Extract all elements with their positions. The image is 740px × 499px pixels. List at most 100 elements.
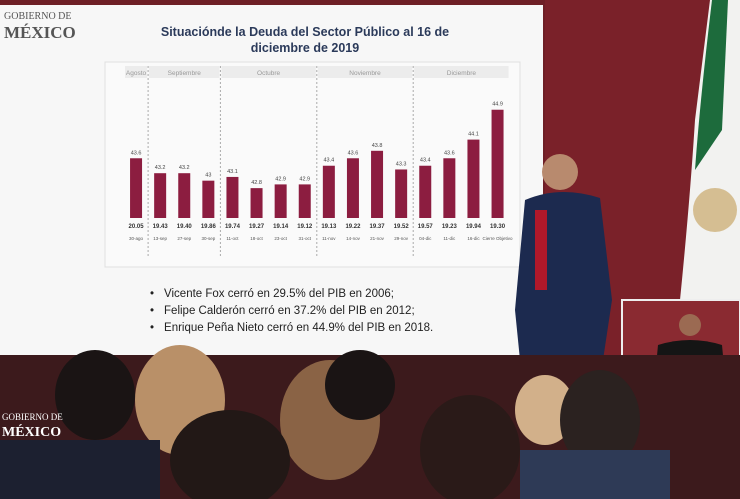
bar-value-label: 43.2 [155,165,166,171]
rate-label: 19.30 [490,224,506,230]
x-tick-label: 11-oct [226,236,239,241]
audience-head [515,375,575,445]
month-header: Octubre [257,70,281,77]
speaker-head [542,154,578,190]
bullet-list: Vicente Fox cerró en 29.5% del PIB en 20… [150,286,433,337]
bar-value-label: 44.1 [468,132,479,138]
rate-label: 19.52 [394,224,410,230]
rate-label: 19.94 [466,224,482,230]
rate-label: 19.13 [321,224,337,230]
month-header-bg [221,66,316,78]
x-tick-label: 14-nov [346,236,361,241]
month-header-bg [125,66,148,78]
footer-logo-bottom: MÉXICO [2,423,61,440]
x-tick-label: 23-oct [274,236,287,241]
bar-value-label: 43.6 [131,150,142,156]
bar-value-label: 43.4 [323,158,334,164]
bar [250,188,263,218]
month-header: Agosto [126,70,147,77]
audience-head [325,350,395,420]
chart-area [104,61,521,268]
month-header: Noviembre [349,70,381,77]
rate-label: 19.22 [345,224,361,230]
bar [371,150,384,218]
rate-label: 19.23 [442,224,458,230]
bar-value-label: 43.1 [227,169,238,175]
month-header-bg [414,66,509,78]
rate-label: 19.27 [249,224,265,230]
bar [491,109,504,218]
audience-head [560,370,640,470]
bullet-item: Vicente Fox cerró en 29.5% del PIB en 20… [150,286,433,303]
rate-label: 19.40 [177,224,193,230]
bar [298,184,311,218]
bar-value-label: 43.4 [420,158,431,164]
rate-label: 19.12 [297,224,313,230]
bar [419,165,432,218]
bar-value-label: 43.3 [396,161,407,167]
audience-head [420,395,520,499]
bar-value-label: 43.8 [372,143,383,149]
bar [226,176,239,218]
bar [467,139,480,218]
audience-body [520,450,670,499]
rate-label: 19.43 [153,224,169,230]
bar [443,158,456,218]
x-tick-label: 21-nov [370,236,385,241]
rate-label: 19.37 [370,224,386,230]
bar-value-label: 44.9 [492,102,503,108]
bar [395,169,408,218]
chart-title: Situaciónde la Deuda del Sector Público … [160,25,450,55]
rate-label: 20.05 [129,224,145,230]
x-tick-label: Cierre Objetivo [483,236,514,241]
x-tick-label: 11-nov [322,236,336,241]
bar-value-label: 43.2 [179,165,190,171]
rate-label: 19.74 [225,224,241,230]
x-tick-label: 04-dic [419,236,432,241]
speaker-body [515,191,612,380]
x-tick-label: 11-dic [443,236,456,241]
rate-label: 19.57 [418,224,434,230]
bar-value-label: 43.6 [348,150,359,156]
bar [154,173,167,218]
month-header-bg [149,66,220,78]
bar [274,184,287,218]
audience-body [0,440,160,499]
x-tick-label: 31-oct [298,236,311,241]
rate-label: 19.14 [273,224,289,230]
audience-head [55,350,135,440]
footer-logo-top: GOBIERNO DE [2,412,63,422]
bar [178,173,191,218]
speaker-tie [535,210,547,290]
bar-value-label: 42.9 [275,176,286,182]
bar-value-label: 42.9 [299,176,310,182]
logo-bottom: MÉXICO [4,23,76,42]
x-tick-label: 16-dic [467,236,480,241]
bullet-item: Enrique Peña Nieto cerró en 44.9% del PI… [150,320,433,337]
bar-value-label: 42.8 [251,180,262,186]
bullet-item: Felipe Calderón cerró en 37.2% del PIB e… [150,303,433,320]
month-header-bg [317,66,413,78]
x-tick-label: 27-sep [177,236,191,241]
x-tick-label: 30-sep [201,236,215,241]
x-tick-label: 18-oct [250,236,263,241]
x-tick-label: 29-nov [394,236,409,241]
month-header: Diciembre [447,70,477,77]
bar-value-label: 43 [205,173,211,179]
flag-emblem [693,188,737,232]
bar [346,158,359,218]
bar [130,158,143,218]
logo-top: GOBIERNO DE [4,11,72,22]
month-header: Septiembre [168,70,202,77]
bar-value-label: 43.6 [444,150,455,156]
audience-head [170,410,290,499]
x-tick-label: 13-sep [153,236,167,241]
rate-label: 19.86 [201,224,217,230]
bar [202,180,215,218]
interpreter-head [679,314,701,336]
bar [322,165,335,218]
x-tick-label: 30-ago [129,236,144,241]
flag-green [695,0,728,170]
